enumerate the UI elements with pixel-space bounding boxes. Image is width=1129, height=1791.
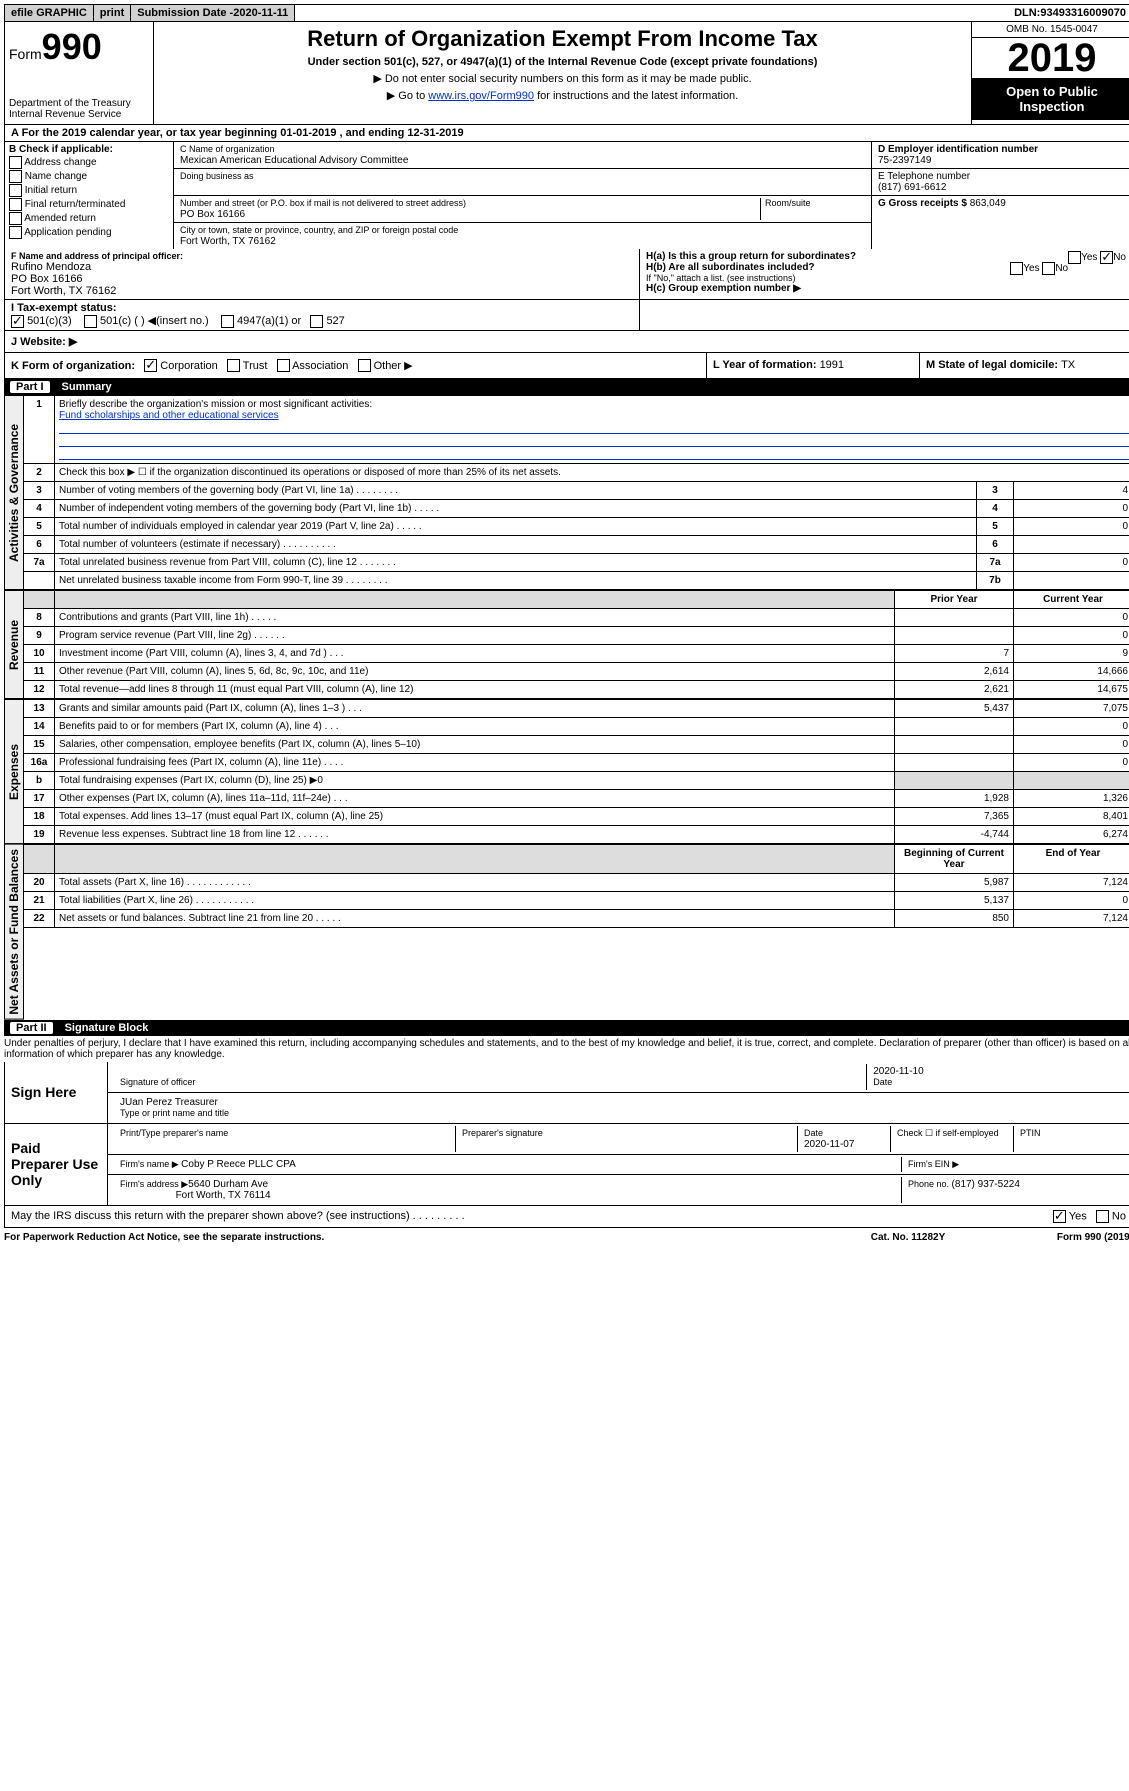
line-19: 19Revenue less expenses. Subtract line 1… <box>24 826 1129 844</box>
part1-header: Part ISummary <box>4 379 1129 395</box>
line-5: 5Total number of individuals employed in… <box>24 518 1129 536</box>
line-10: 10Investment income (Part VIII, column (… <box>24 645 1129 663</box>
line-18: 18Total expenses. Add lines 13–17 (must … <box>24 808 1129 826</box>
tab-expenses: Expenses <box>4 699 24 844</box>
gross-receipts: 863,049 <box>970 198 1006 209</box>
firm-name: Coby P Reece PLLC CPA <box>181 1159 296 1170</box>
period-row: A For the 2019 calendar year, or tax yea… <box>4 125 1129 142</box>
cb-corp[interactable] <box>144 359 157 372</box>
line-21: 21Total liabilities (Part X, line 26) . … <box>24 892 1129 910</box>
signature-block: Sign Here Signature of officer2020-11-10… <box>4 1062 1129 1206</box>
efile-button[interactable]: efile GRAPHIC <box>5 5 94 21</box>
line-14: 14Benefits paid to or for members (Part … <box>24 718 1129 736</box>
officer-h-row: F Name and address of principal officer:… <box>4 249 1129 300</box>
tab-revenue: Revenue <box>4 590 24 699</box>
top-toolbar: efile GRAPHIC print Submission Date - 20… <box>4 4 1129 22</box>
officer-typed-name: JUan Perez Treasurer <box>120 1097 218 1108</box>
line-13: 13Grants and similar amounts paid (Part … <box>24 700 1129 718</box>
line-16b: bTotal fundraising expenses (Part IX, co… <box>24 772 1129 790</box>
cb-name[interactable]: Name change <box>9 170 169 183</box>
box-b: B Check if applicable: Address change Na… <box>5 142 173 249</box>
discuss-no-checkbox[interactable] <box>1096 1210 1109 1223</box>
dln-field: DLN: 93493316009070 <box>1008 5 1129 21</box>
form-header: Form990 Department of the Treasury Inter… <box>4 22 1129 125</box>
line-15: 15Salaries, other compensation, employee… <box>24 736 1129 754</box>
k-l-m-row: K Form of organization: Corporation Trus… <box>4 353 1129 380</box>
officer-addr1: PO Box 16166 <box>11 273 633 285</box>
year-formation: 1991 <box>820 359 844 371</box>
part1-body: Activities & Governance 1Briefly describ… <box>4 395 1129 590</box>
cb-amended[interactable]: Amended return <box>9 212 169 225</box>
cb-address[interactable]: Address change <box>9 156 169 169</box>
telephone: (817) 691-6612 <box>878 182 946 193</box>
cb-501c3[interactable] <box>11 315 24 328</box>
dept-label: Department of the Treasury Internal Reve… <box>9 98 149 120</box>
line-9: 9Program service revenue (Part VIII, lin… <box>24 627 1129 645</box>
ein: 75-2397149 <box>878 155 931 166</box>
line-4: 4Number of independent voting members of… <box>24 500 1129 518</box>
line-6: 6Total number of volunteers (estimate if… <box>24 536 1129 554</box>
discuss-yes-checkbox[interactable] <box>1053 1210 1066 1223</box>
line-7a: 7aTotal unrelated business revenue from … <box>24 554 1129 572</box>
form-number: Form990 <box>9 26 149 68</box>
tab-net: Net Assets or Fund Balances <box>4 844 24 1020</box>
cb-initial[interactable]: Initial return <box>9 184 169 197</box>
section-b-c-d: B Check if applicable: Address change Na… <box>4 142 1129 249</box>
lines-expenses: 13Grants and similar amounts paid (Part … <box>24 699 1129 844</box>
irs-link[interactable]: www.irs.gov/Form990 <box>428 90 534 102</box>
sign-here-label: Sign Here <box>5 1062 107 1123</box>
note-ssn: ▶ Do not enter social security numbers o… <box>162 72 963 85</box>
lines-governance: 1Briefly describe the organization's mis… <box>24 395 1129 590</box>
lines-net: Beginning of Current YearEnd of Year 20T… <box>24 844 1129 928</box>
org-city: Fort Worth, TX 76162 <box>180 236 276 247</box>
org-street: PO Box 16166 <box>180 209 245 220</box>
line-16a: 16aProfessional fundraising fees (Part I… <box>24 754 1129 772</box>
part2-header: Part IISignature Block <box>4 1020 1129 1036</box>
form-subtitle: Under section 501(c), 527, or 4947(a)(1)… <box>162 56 963 68</box>
box-c: C Name of organizationMexican American E… <box>173 142 872 249</box>
line-17: 17Other expenses (Part IX, column (A), l… <box>24 790 1129 808</box>
firm-addr1: 5640 Durham Ave <box>188 1179 268 1190</box>
officer-sig-date: 2020-11-10 <box>873 1066 923 1077</box>
page-footer: For Paperwork Reduction Act Notice, see … <box>4 1228 1129 1247</box>
line-12: 12Total revenue—add lines 8 through 11 (… <box>24 681 1129 699</box>
line-3: 3Number of voting members of the governi… <box>24 482 1129 500</box>
form-title: Return of Organization Exempt From Incom… <box>162 26 963 52</box>
box-d-e-g: D Employer identification number75-23971… <box>872 142 1129 249</box>
line-11: 11Other revenue (Part VIII, column (A), … <box>24 663 1129 681</box>
lines-revenue: Prior YearCurrent Year 8Contributions an… <box>24 590 1129 699</box>
line-7b: Net unrelated business taxable income fr… <box>24 572 1129 590</box>
officer-addr2: Fort Worth, TX 76162 <box>11 285 633 297</box>
preparer-date: 2020-11-07 <box>804 1139 854 1150</box>
domicile-state: TX <box>1061 359 1075 371</box>
paid-preparer-label: Paid Preparer Use Only <box>5 1124 107 1205</box>
perjury-text: Under penalties of perjury, I declare th… <box>4 1036 1129 1062</box>
firm-phone: (817) 937-5224 <box>952 1179 1020 1190</box>
website-row: J Website: ▶ <box>4 331 1129 353</box>
firm-addr2: Fort Worth, TX 76114 <box>176 1190 271 1201</box>
note-link: ▶ Go to www.irs.gov/Form990 for instruct… <box>162 89 963 102</box>
tax-year: 2019 <box>972 38 1129 78</box>
print-button[interactable]: print <box>94 5 131 21</box>
tax-status-row: I Tax-exempt status: 501(c)(3) 501(c) ( … <box>4 300 1129 331</box>
tab-activities: Activities & Governance <box>4 395 24 590</box>
discuss-row: May the IRS discuss this return with the… <box>4 1206 1129 1228</box>
line-22: 22Net assets or fund balances. Subtract … <box>24 910 1129 928</box>
cb-pending[interactable]: Application pending <box>9 226 169 239</box>
cb-final[interactable]: Final return/terminated <box>9 198 169 211</box>
open-public-badge: Open to Public Inspection <box>972 78 1129 120</box>
line-8: 8Contributions and grants (Part VIII, li… <box>24 609 1129 627</box>
officer-name: Rufino Mendoza <box>11 261 633 273</box>
org-name: Mexican American Educational Advisory Co… <box>180 155 408 166</box>
submission-date: Submission Date - 2020-11-11 <box>131 5 295 21</box>
h-a-no-checkbox[interactable] <box>1100 251 1113 264</box>
line-20: 20Total assets (Part X, line 16) . . . .… <box>24 874 1129 892</box>
mission-text: Fund scholarships and other educational … <box>59 410 279 421</box>
